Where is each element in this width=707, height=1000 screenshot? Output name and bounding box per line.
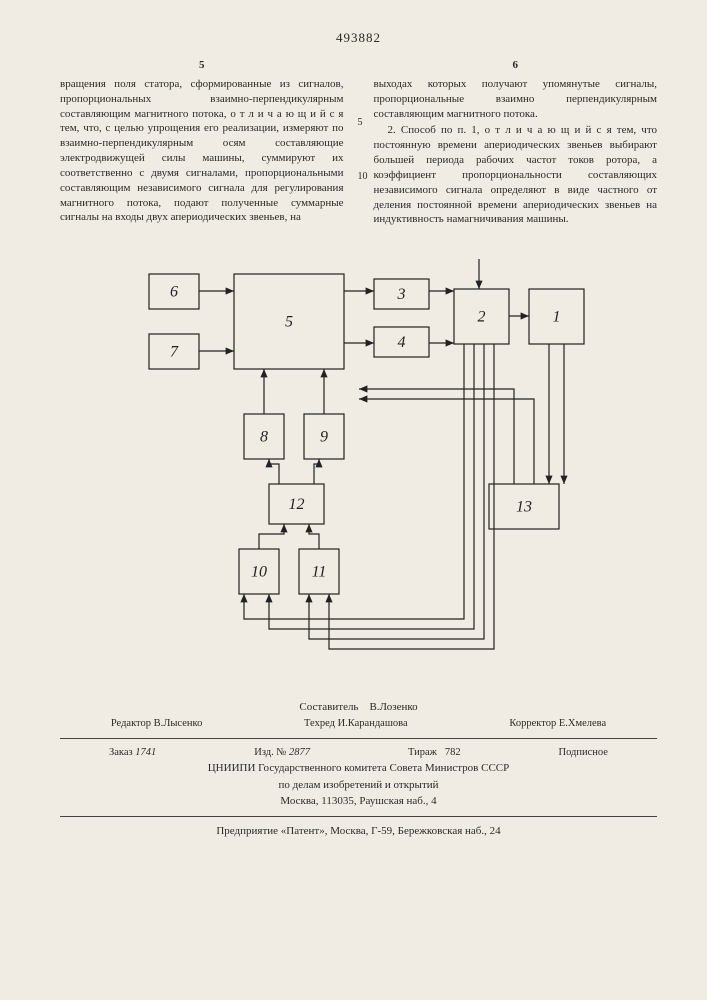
order-num: 1741: [135, 747, 156, 758]
right-column: 6 5 10 выходах которых получают упомянут…: [374, 58, 658, 227]
editor-name: В.Лысенко: [154, 718, 203, 729]
compiler-label: Составитель: [299, 701, 358, 713]
right-text-1: выходах которых получают упомянутые сигн…: [374, 77, 658, 122]
left-text: вращения поля статора, сформированные из…: [60, 77, 344, 225]
edge: [309, 524, 319, 549]
node-label-7: 7: [170, 344, 179, 361]
text-columns: 5 вращения поля статора, сформированные …: [60, 58, 657, 227]
editor-label: Редактор: [111, 718, 151, 729]
node-label-10: 10: [251, 564, 267, 581]
patent-number: 493882: [60, 30, 657, 46]
org-line-1: ЦНИИПИ Государственного комитета Совета …: [60, 760, 657, 777]
compiler-name: В.Лозенко: [369, 701, 417, 713]
edge: [329, 344, 494, 649]
podpisnoe: Подписное: [559, 745, 608, 761]
edge: [269, 344, 474, 629]
tech-label: Техред: [304, 718, 335, 729]
node-label-2: 2: [477, 309, 485, 326]
izd-label: Изд. №: [254, 747, 286, 758]
node-label-12: 12: [288, 496, 304, 513]
left-column: 5 вращения поля статора, сформированные …: [60, 58, 344, 227]
izd-num: 2877: [289, 747, 310, 758]
org-line-2: по делам изобретений и открытий: [60, 777, 657, 794]
col-num-left: 5: [60, 58, 344, 73]
footer-block: Составитель В.Лозенко Редактор В.Лысенко…: [60, 699, 657, 839]
edge: [269, 459, 279, 484]
edge: [359, 389, 514, 484]
block-diagram: 12345678912101113: [119, 249, 599, 669]
corr-name: Е.Хмелева: [559, 718, 606, 729]
addr-2: Предприятие «Патент», Москва, Г-59, Бере…: [60, 823, 657, 840]
edge: [259, 524, 284, 549]
node-label-13: 13: [516, 499, 532, 516]
edge: [244, 344, 464, 619]
edge: [309, 344, 484, 639]
node-label-4: 4: [397, 334, 405, 351]
node-label-11: 11: [311, 564, 326, 581]
node-label-6: 6: [170, 284, 178, 301]
tirazh-label: Тираж: [408, 747, 437, 758]
tirazh-num: 782: [445, 747, 461, 758]
tech-name: И.Карандашова: [338, 718, 408, 729]
margin-10: 10: [358, 170, 368, 184]
col-num-right: 6: [374, 58, 658, 73]
addr-1: Москва, 113035, Раушская наб., 4: [60, 793, 657, 810]
node-label-1: 1: [552, 309, 560, 326]
order-label: Заказ: [109, 747, 133, 758]
margin-5: 5: [358, 116, 363, 130]
edge: [359, 399, 534, 484]
node-label-8: 8: [260, 429, 268, 446]
right-text-2: 2. Способ по п. 1, о т л и ч а ю щ и й с…: [374, 123, 658, 227]
node-label-5: 5: [285, 314, 293, 331]
node-label-3: 3: [396, 286, 405, 303]
edge: [314, 459, 319, 484]
corr-label: Корректор: [509, 718, 556, 729]
node-label-9: 9: [320, 429, 328, 446]
